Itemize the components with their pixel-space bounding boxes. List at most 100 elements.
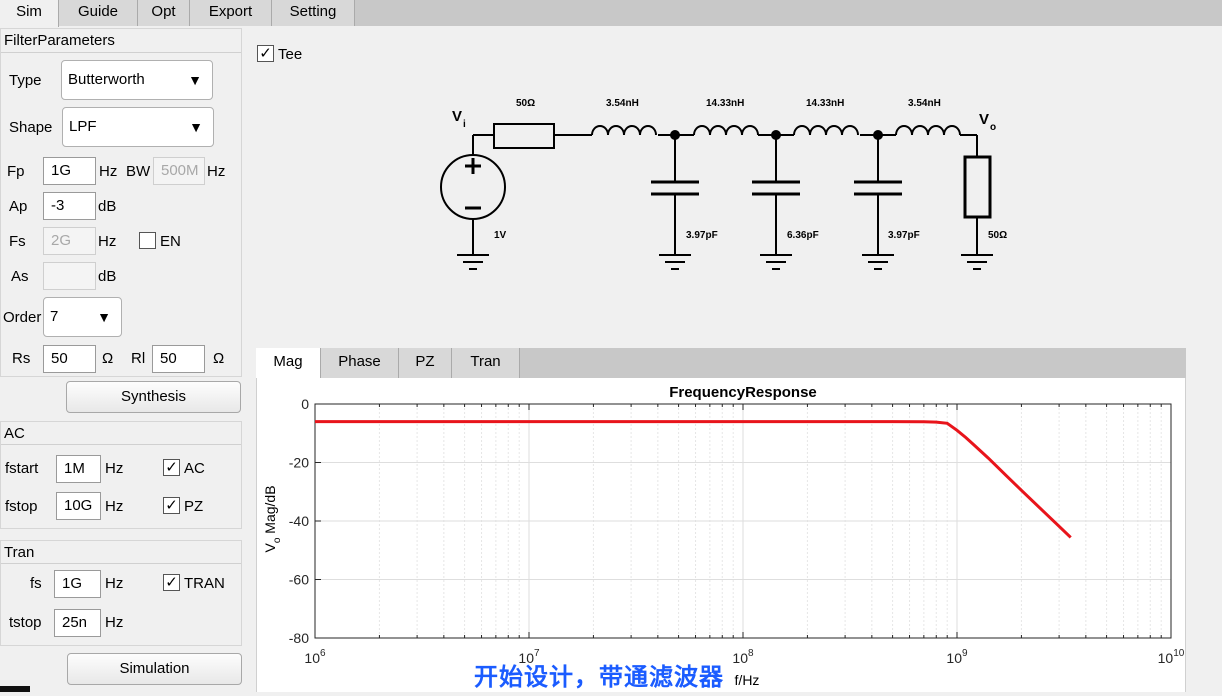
pz-check-label: PZ bbox=[184, 498, 204, 515]
tstop-unit: Hz bbox=[105, 614, 124, 631]
taskbar-fragment bbox=[0, 686, 30, 692]
en-label: EN bbox=[160, 233, 181, 250]
rl-input[interactable]: 50 bbox=[152, 345, 205, 373]
order-label: Order bbox=[3, 309, 42, 326]
rs-unit: Ω bbox=[102, 350, 114, 367]
plot-panel: 0 -20 -40 -60 -80 106 107 108 109 1010 FrequencyR… bbox=[256, 378, 1186, 692]
y-tick-label: -60 bbox=[289, 572, 309, 588]
inductor-4 bbox=[895, 125, 961, 136]
type-label: Type bbox=[9, 72, 42, 89]
ac-panel: AC fstart 1M Hz ✓ AC fstop 10G Hz ✓ PZ bbox=[0, 421, 242, 529]
frequency-response-chart: 0 -20 -40 -60 -80 106 107 108 109 1010 FrequencyR… bbox=[262, 384, 1185, 688]
tab-pz[interactable]: PZ bbox=[399, 348, 452, 378]
ap-input[interactable]: -3 bbox=[43, 192, 96, 220]
rl-label: Rl bbox=[131, 350, 146, 367]
shape-select[interactable]: LPF ▼ bbox=[62, 107, 214, 147]
tee-label: Tee bbox=[278, 46, 303, 63]
inductor-3 bbox=[793, 125, 859, 136]
fp-input[interactable]: 1G bbox=[43, 157, 96, 185]
plot-tab-bar: Mag Phase PZ Tran bbox=[256, 348, 1186, 379]
as-input[interactable] bbox=[43, 262, 96, 290]
y-tick-label: 0 bbox=[301, 396, 309, 412]
inductor-1-label: 3.54nH bbox=[606, 98, 639, 109]
svg-text:Vo Mag/dB: Vo Mag/dB bbox=[262, 485, 283, 552]
tran-fs-unit: Hz bbox=[105, 575, 124, 592]
fs-unit: Hz bbox=[98, 233, 117, 250]
x-tick-label: 108 bbox=[732, 648, 754, 666]
tab-opt[interactable]: Opt bbox=[138, 0, 190, 26]
source-resistor bbox=[493, 123, 555, 149]
panel-title: AC bbox=[4, 425, 25, 442]
fp-label: Fp bbox=[7, 163, 25, 180]
tab-sim[interactable]: Sim bbox=[0, 0, 59, 27]
magnitude-series-line bbox=[315, 420, 1072, 539]
inductor-4-label: 3.54nH bbox=[908, 98, 941, 109]
rl-value-label: 50Ω bbox=[988, 230, 1007, 241]
simulation-button[interactable]: Simulation bbox=[67, 653, 242, 685]
fstart-unit: Hz bbox=[105, 460, 124, 477]
capacitor-3-label: 3.97pF bbox=[888, 230, 920, 241]
junction-node bbox=[873, 130, 883, 140]
vi-label: V bbox=[452, 108, 462, 125]
capacitor-2-label: 6.36pF bbox=[787, 230, 819, 241]
x-tick-label: 107 bbox=[518, 648, 540, 666]
inductor-2 bbox=[693, 125, 759, 136]
fs-input[interactable]: 2G bbox=[43, 227, 96, 255]
tab-mag[interactable]: Mag bbox=[256, 348, 321, 379]
chart-title: FrequencyResponse bbox=[669, 384, 817, 401]
ac-checkbox[interactable]: ✓ bbox=[163, 459, 180, 476]
pz-checkbox[interactable]: ✓ bbox=[163, 497, 180, 514]
bw-input[interactable]: 500M bbox=[153, 157, 205, 185]
en-checkbox[interactable] bbox=[139, 232, 156, 249]
y-axis-label: Vo Mag/dB bbox=[262, 485, 283, 552]
y-tick-label: -40 bbox=[289, 513, 309, 529]
divider bbox=[1, 52, 241, 53]
fstart-label: fstart bbox=[5, 460, 39, 477]
fs-label: Fs bbox=[9, 233, 26, 250]
tstop-input[interactable]: 25n bbox=[54, 609, 101, 637]
tran-fs-label: fs bbox=[30, 575, 42, 592]
dropdown-arrow-icon: ▼ bbox=[188, 72, 202, 88]
fstop-input[interactable]: 10G bbox=[56, 492, 101, 520]
y-tick-label: -80 bbox=[289, 630, 309, 646]
tran-check-label: TRAN bbox=[184, 575, 225, 592]
tran-fs-input[interactable]: 1G bbox=[54, 570, 101, 598]
junction-node bbox=[771, 130, 781, 140]
panel-title: FilterParameters bbox=[4, 32, 115, 49]
bw-unit: Hz bbox=[207, 163, 226, 180]
x-tick-label: 1010 bbox=[1158, 648, 1185, 666]
top-tab-bar: Sim Guide Opt Export Setting bbox=[0, 0, 1222, 27]
type-select[interactable]: Butterworth ▼ bbox=[61, 60, 213, 100]
x-tick-label: 106 bbox=[304, 648, 326, 666]
synthesis-button[interactable]: Synthesis bbox=[66, 381, 241, 413]
order-select[interactable]: 7 ▼ bbox=[43, 297, 122, 337]
tran-checkbox[interactable]: ✓ bbox=[163, 574, 180, 591]
capacitor-1-label: 3.97pF bbox=[686, 230, 718, 241]
as-unit: dB bbox=[98, 268, 117, 285]
order-select-value: 7 bbox=[50, 308, 59, 325]
tab-export[interactable]: Export bbox=[190, 0, 272, 26]
tab-setting[interactable]: Setting bbox=[272, 0, 355, 26]
y-axis-label-rest: Mag/dB bbox=[262, 485, 278, 537]
type-select-value: Butterworth bbox=[68, 71, 145, 88]
tab-phase[interactable]: Phase bbox=[321, 348, 399, 378]
ac-check-label: AC bbox=[184, 460, 205, 477]
fp-unit: Hz bbox=[99, 163, 118, 180]
rs-input[interactable]: 50 bbox=[43, 345, 96, 373]
vi-subscript: i bbox=[463, 119, 466, 130]
x-axis-label: f/Hz bbox=[735, 672, 760, 688]
rs-label: Rs bbox=[12, 350, 31, 367]
rl-unit: Ω bbox=[213, 350, 225, 367]
vo-subscript: o bbox=[990, 122, 996, 133]
source-value-label: 1V bbox=[494, 230, 507, 241]
filter-schematic: 50Ω 3.54nH 14.33nH 14.33nH 3.54nH 3.97pF… bbox=[440, 98, 1007, 270]
dropdown-arrow-icon: ▼ bbox=[97, 309, 111, 325]
tab-guide[interactable]: Guide bbox=[59, 0, 138, 26]
divider bbox=[1, 444, 241, 445]
fstart-input[interactable]: 1M bbox=[56, 455, 101, 483]
tab-tran[interactable]: Tran bbox=[452, 348, 520, 378]
divider bbox=[1, 563, 241, 564]
chart-ticks: 0 -20 -40 -60 -80 106 107 108 109 1010 bbox=[289, 396, 1185, 666]
tee-checkbox[interactable]: ✓ bbox=[257, 45, 274, 62]
panel-title: Tran bbox=[4, 544, 35, 561]
